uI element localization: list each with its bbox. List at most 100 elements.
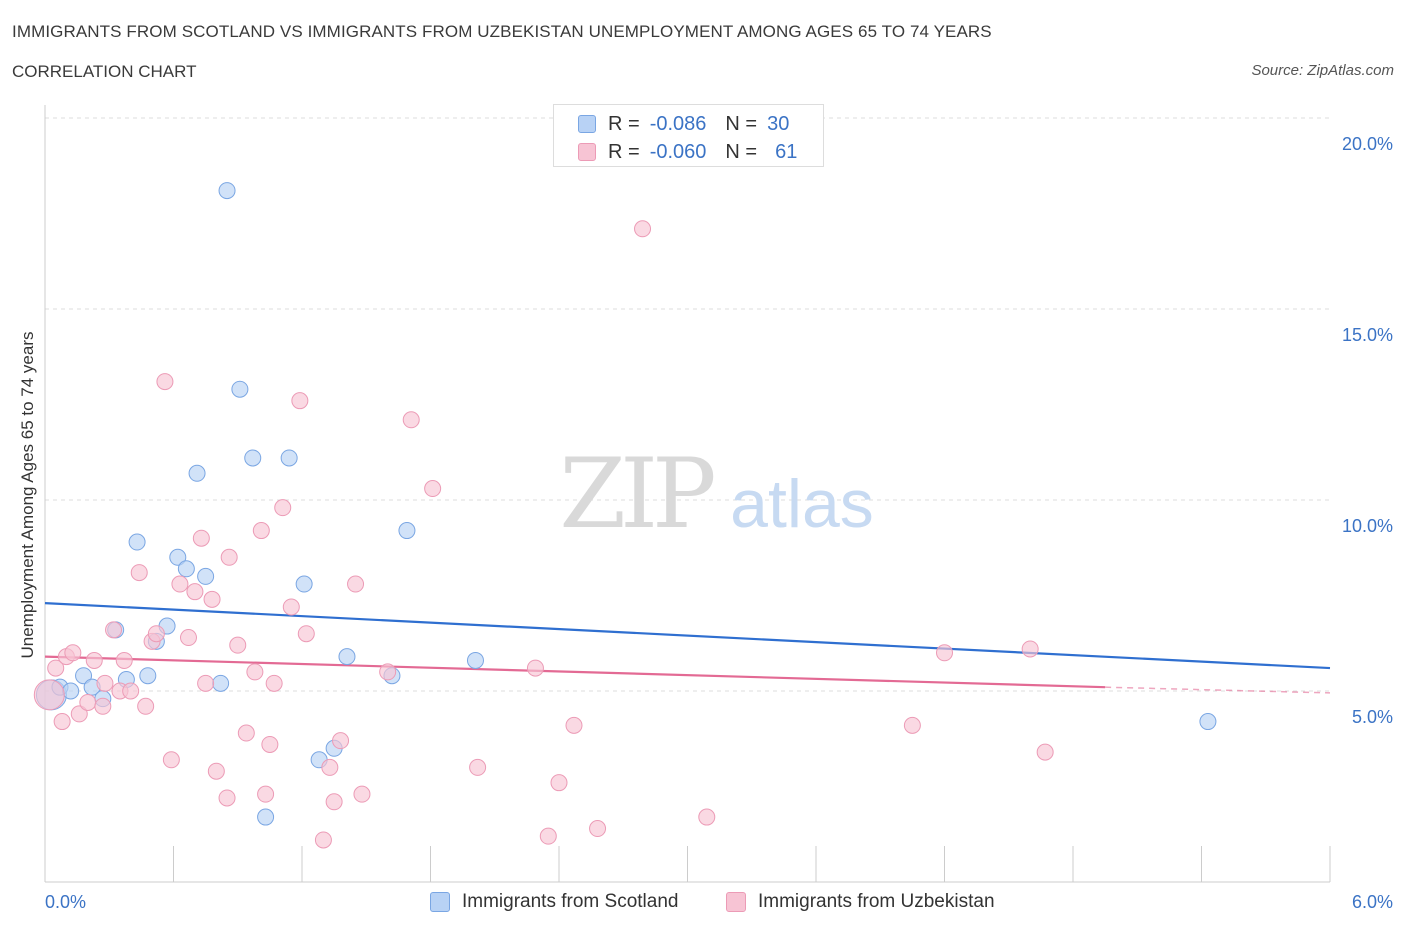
tick-label-layer: 5.0% 10.0% 15.0% 20.0% 0.0% 6.0% [45,134,1393,912]
point-uzbekistan [469,758,487,776]
bottom-legend-label-scotland: Immigrants from Scotland [462,891,679,912]
chart-subtitle: CORRELATION CHART [12,62,197,81]
source-label: Source: ZipAtlas.com [1251,62,1394,79]
point-uzbekistan [297,625,315,643]
point-uzbekistan [424,480,442,498]
legend-n-value: 61 [775,140,798,163]
point-uzbekistan [130,564,148,582]
point-scotland [139,667,157,685]
point-uzbekistan [218,789,236,807]
point-uzbekistan [156,373,174,391]
point-uzbekistan [162,751,180,769]
point-uzbekistan [115,651,133,669]
legend-r-value: -0.086 [649,112,707,135]
point-scotland [244,449,262,467]
point-uzbekistan [291,392,309,410]
legend-n-label: N = [725,112,758,135]
bottom-legend-uzbekistan: Immigrants from Uzbekistan [726,890,995,914]
point-scotland [177,560,195,578]
stats-legend: R = -0.086 N = 30 R = -0.060 N = 61 [553,104,824,167]
point-scotland [212,674,230,692]
point-uzbekistan [122,682,140,700]
point-uzbekistan [171,575,189,593]
point-scotland [218,182,236,200]
legend-row-scotland: R = -0.086 N = 30 [578,112,789,136]
point-uzbekistan [936,644,953,662]
point-scotland [75,667,93,685]
point-uzbekistan [186,583,204,601]
point-scotland [338,648,356,666]
x-tick-label-max: 6.0% [1352,892,1393,912]
point-uzbekistan [147,625,165,643]
bottom-legend-label-uzbekistan: Immigrants from Uzbekistan [758,891,995,912]
trend-layer [44,602,1331,694]
point-uzbekistan [94,697,112,715]
point-uzbekistan [179,629,197,647]
point-uzbekistan [203,590,221,608]
point-uzbekistan [237,724,255,742]
point-uzbekistan [105,621,123,639]
point-uzbekistan [589,820,607,838]
point-scotland [295,575,313,593]
point-uzbekistan [526,659,544,677]
point-uzbekistan [47,659,65,677]
point-uzbekistan [261,735,279,753]
axis-layer [44,105,1331,883]
point-scotland [257,808,275,826]
point-uzbekistan [314,831,332,849]
watermark: ZIP atlas [559,438,873,550]
point-uzbekistan [1021,640,1039,658]
chart-title: IMMIGRANTS FROM SCOTLAND VS IMMIGRANTS F… [12,22,992,41]
legend-swatch-uzbekistan [578,143,596,161]
point-uzbekistan [197,674,215,692]
point-uzbekistan [79,693,97,711]
y-axis-label: Unemployment Among Ages 65 to 74 years [18,331,37,659]
point-uzbekistan [207,762,225,780]
point-uzbekistan [698,808,716,826]
point-uzbekistan [353,785,371,803]
x-tick-label-min: 0.0% [45,892,86,912]
point-scotland [188,464,206,482]
point-uzbekistan [220,548,238,566]
point-scotland [1199,713,1217,731]
point-uzbekistan [402,411,420,429]
legend-r-value: -0.060 [649,140,707,163]
y-tick-label: 15.0% [1342,325,1393,345]
point-uzbekistan [64,644,82,662]
point-uzbekistan [85,651,103,669]
point-uzbekistan [33,679,65,711]
y-tick-label: 10.0% [1342,516,1393,536]
legend-row-uzbekistan: R = -0.060 N = 61 [578,140,797,164]
points-layer [33,182,1217,849]
point-uzbekistan [1036,743,1054,761]
point-uzbekistan [565,716,583,734]
point-uzbekistan [903,716,921,734]
legend-n-label: N = [725,140,758,163]
point-uzbekistan [274,499,292,517]
point-uzbekistan [321,758,339,776]
bottom-legend-scotland: Immigrants from Scotland [430,890,678,914]
point-scotland [169,548,187,566]
point-uzbekistan [246,663,264,681]
point-uzbekistan [257,785,275,803]
point-uzbekistan [229,636,247,654]
point-scotland [231,380,249,398]
point-uzbekistan [137,697,155,715]
point-uzbekistan [347,575,365,593]
point-uzbekistan [539,827,557,845]
bottom-legend-swatch-uzbekistan [726,892,746,912]
point-uzbekistan [550,774,568,792]
point-uzbekistan [70,705,88,723]
point-uzbekistan [634,220,652,238]
point-uzbekistan [282,598,300,616]
y-tick-label: 20.0% [1342,134,1393,154]
legend-r-label: R = [608,112,640,135]
grid-layer [45,117,1330,692]
legend-r-label: R = [608,140,640,163]
point-scotland [128,533,146,551]
point-scotland [398,522,416,540]
legend-n-value: 30 [767,112,790,135]
y-tick-label: 5.0% [1352,707,1393,727]
point-scotland [280,449,298,467]
bottom-legend-swatch-scotland [430,892,450,912]
